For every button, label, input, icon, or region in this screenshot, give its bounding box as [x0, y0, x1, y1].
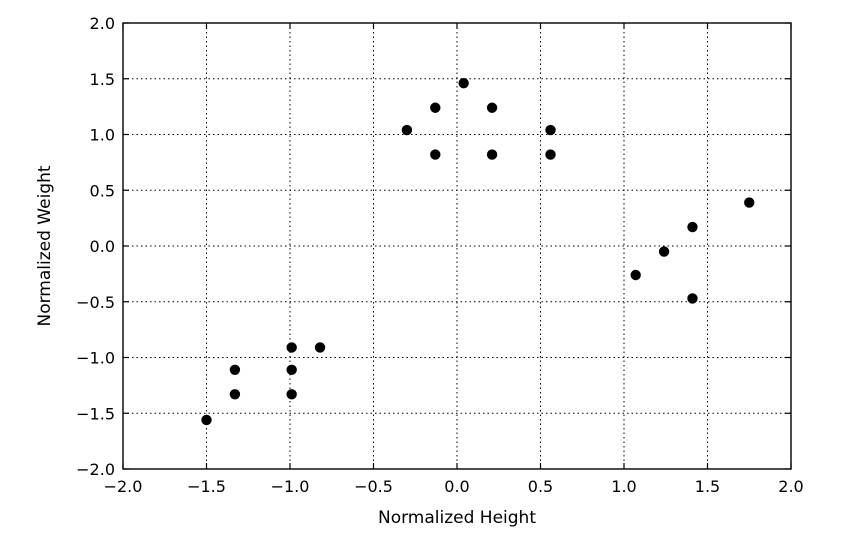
data-point [286, 364, 297, 375]
data-point [201, 414, 212, 426]
data-point [687, 221, 698, 233]
y-tick-label: 1.5 [90, 70, 115, 89]
y-tick-label: 0.5 [90, 181, 115, 200]
y-tick-label: −1.0 [76, 349, 115, 368]
data-point [430, 149, 441, 160]
data-point [229, 364, 241, 375]
y-tick-label: 1.0 [90, 126, 115, 145]
data-point [687, 293, 698, 304]
x-tick-label: −1.5 [187, 477, 226, 496]
x-tick-label: 2.0 [778, 477, 803, 496]
data-point [286, 342, 297, 353]
y-tick-label: −2.0 [76, 460, 115, 479]
data-point [486, 102, 498, 113]
data-point [430, 102, 441, 113]
grid-lines [123, 23, 791, 469]
x-tick-label: 0.5 [528, 477, 553, 496]
data-point [545, 124, 556, 136]
x-axis-label: Normalized Height [378, 508, 536, 528]
x-tick-label: 0.0 [444, 477, 469, 496]
data-point [744, 197, 755, 208]
y-axis-label: Normalized Weight [35, 165, 55, 326]
data-point [314, 342, 326, 353]
data-point [486, 149, 498, 160]
data-point [286, 389, 297, 400]
data-point [630, 269, 641, 281]
axis-ticks: −2.0 −1.5 −1.0 −0.5 0.0 0.5 1.0 1.5 2.0 −2.0 −1.5 −… [76, 14, 804, 496]
data-point [658, 246, 670, 257]
data-points [201, 78, 755, 426]
y-tick-label: −0.5 [76, 293, 115, 312]
x-tick-label: 1.0 [611, 477, 636, 496]
data-point [545, 149, 556, 160]
data-point [229, 389, 241, 400]
data-point [401, 124, 413, 136]
x-tick-label: −0.5 [354, 477, 393, 496]
data-point [458, 78, 469, 89]
x-tick-label: −2.0 [104, 477, 143, 496]
x-tick-label: 1.5 [695, 477, 720, 496]
y-tick-label: 0.0 [90, 237, 115, 256]
y-tick-label: 2.0 [90, 14, 115, 33]
y-tick-label: −1.5 [76, 404, 115, 423]
x-tick-label: −1.0 [271, 477, 310, 496]
